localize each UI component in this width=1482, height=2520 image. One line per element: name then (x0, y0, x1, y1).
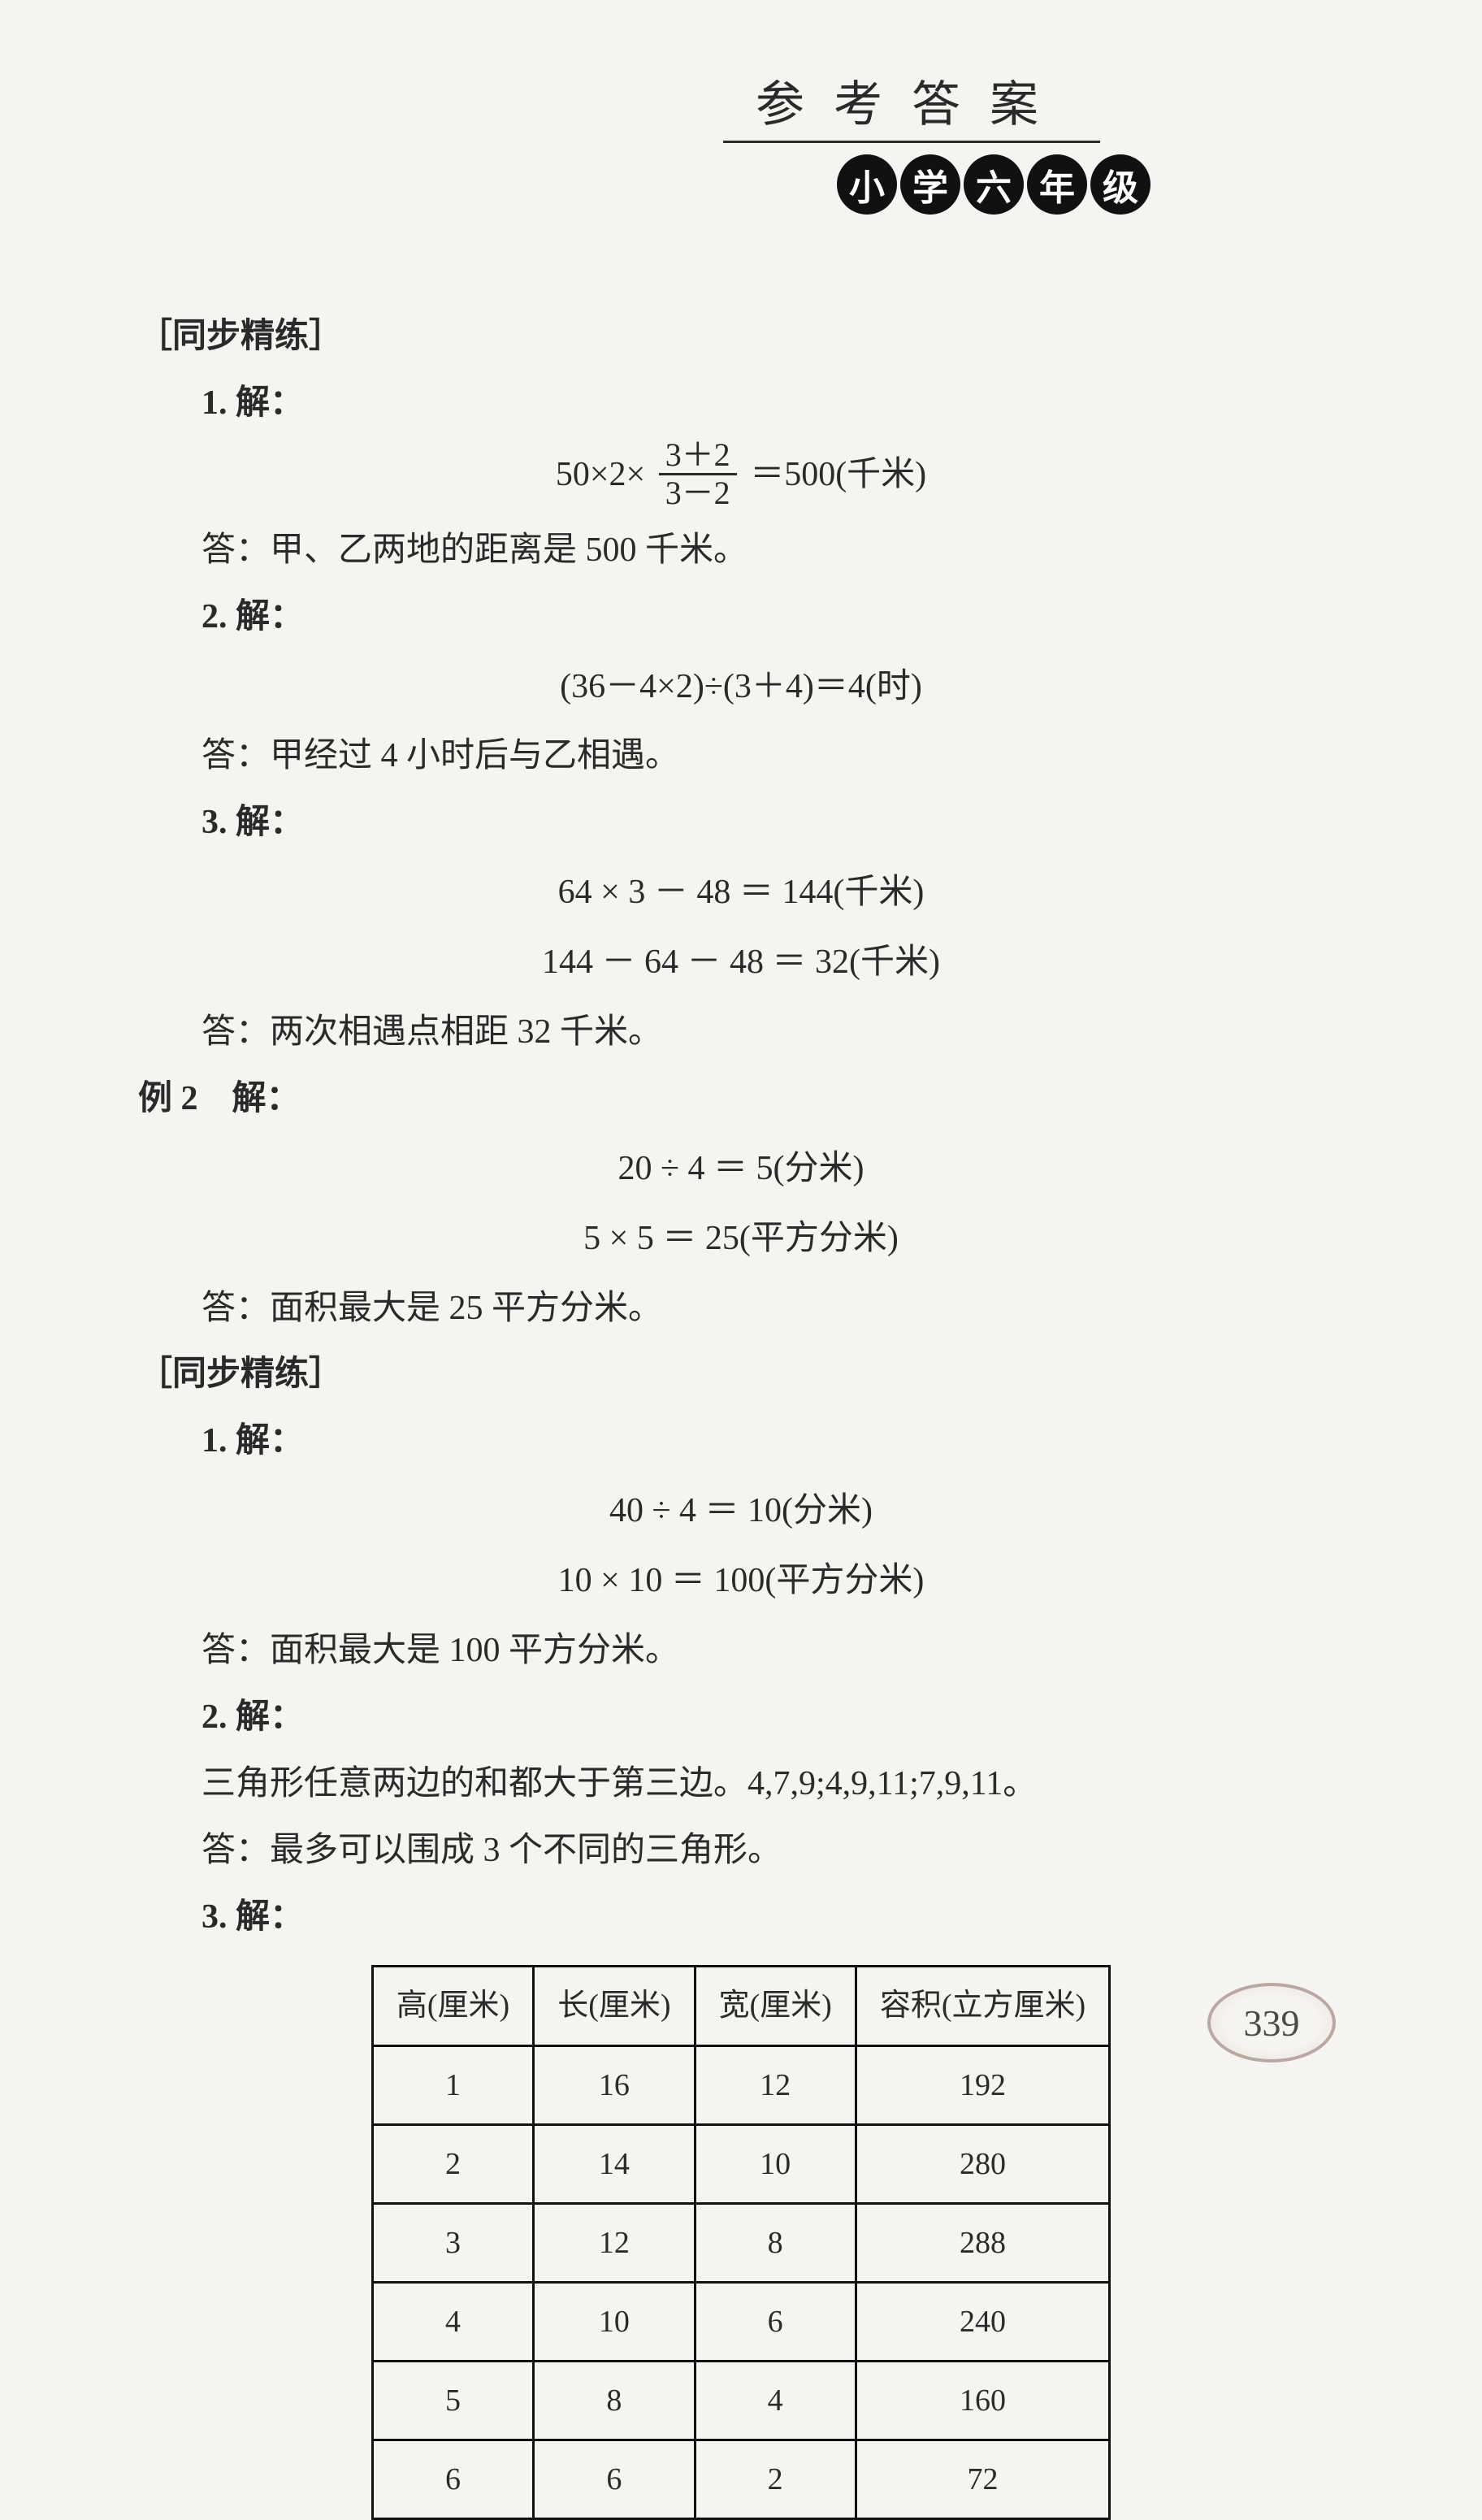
q3-equation-1: 64 × 3 － 48 ＝ 144(千米) (138, 860, 1344, 926)
volume-table: 高(厘米) 长(厘米) 宽(厘米) 容积(立方厘米) 1 16 12 192 2… (371, 1965, 1111, 2520)
page-number: 339 (1207, 1983, 1336, 2062)
s2q1-label: 1. 解： (202, 1408, 1344, 1475)
cell: 10 (695, 2124, 856, 2203)
q1-eq-post: ＝500(千米) (750, 456, 926, 493)
cell: 6 (534, 2440, 695, 2519)
grade-char: 小 (837, 154, 897, 215)
ex2-equation-1: 20 ÷ 4 ＝ 5(分米) (138, 1136, 1344, 1203)
cell: 4 (695, 2361, 856, 2440)
ex2-answer: 答：面积最大是 25 平方分米。 (202, 1276, 1344, 1342)
cell: 192 (856, 2045, 1109, 2124)
q3-label: 3. 解： (202, 790, 1344, 857)
table-row: 6 6 2 72 (372, 2440, 1109, 2519)
grade-char: 年 (1027, 154, 1087, 215)
cell: 5 (372, 2361, 533, 2440)
fraction: 3＋2 3－2 (659, 437, 737, 511)
q2-label: 2. 解： (202, 584, 1344, 651)
cell: 8 (534, 2361, 695, 2440)
table-row: 4 10 6 240 (372, 2282, 1109, 2361)
s2q3-label: 3. 解： (202, 1885, 1344, 1951)
answers-heading: 参考答案 (723, 65, 1100, 143)
cell: 280 (856, 2124, 1109, 2203)
table-row: 2 14 10 280 (372, 2124, 1109, 2203)
s2q1-answer: 答：面积最大是 100 平方分米。 (202, 1618, 1344, 1685)
q1-label: 1. 解： (202, 371, 1344, 437)
col-length: 长(厘米) (534, 1967, 695, 2045)
cell: 8 (695, 2203, 856, 2282)
q1-eq-pre: 50×2× (556, 456, 645, 493)
q3-answer: 答：两次相遇点相距 32 千米。 (202, 1000, 1344, 1066)
cell: 12 (695, 2045, 856, 2124)
s2q2-label: 2. 解： (202, 1685, 1344, 1751)
cell: 14 (534, 2124, 695, 2203)
table-body: 1 16 12 192 2 14 10 280 3 12 8 288 (372, 2045, 1109, 2519)
cell: 2 (695, 2440, 856, 2519)
cell: 288 (856, 2203, 1109, 2282)
grade-char: 六 (964, 154, 1024, 215)
q2-equation: (36－4×2)÷(3＋4)＝4(时) (138, 654, 1344, 721)
col-height: 高(厘米) (372, 1967, 533, 2045)
cell: 6 (695, 2282, 856, 2361)
q1-answer: 答：甲、乙两地的距离是 500 千米。 (202, 518, 1344, 584)
s2q1-equation-2: 10 × 10 ＝ 100(平方分米) (138, 1548, 1344, 1615)
fraction-den: 3－2 (659, 475, 737, 511)
cell: 240 (856, 2282, 1109, 2361)
cell: 2 (372, 2124, 533, 2203)
section-sync-practice-2: ［同步精练］ (138, 1342, 1344, 1408)
cell: 4 (372, 2282, 533, 2361)
grade-char: 级 (1090, 154, 1150, 215)
col-volume: 容积(立方厘米) (856, 1967, 1109, 2045)
ex2-equation-2: 5 × 5 ＝ 25(平方分米) (138, 1206, 1344, 1273)
col-width: 宽(厘米) (695, 1967, 856, 2045)
cell: 10 (534, 2282, 695, 2361)
table-header-row: 高(厘米) 长(厘米) 宽(厘米) 容积(立方厘米) (372, 1967, 1109, 2045)
cell: 160 (856, 2361, 1109, 2440)
table-row: 1 16 12 192 (372, 2045, 1109, 2124)
s2q1-equation-1: 40 ÷ 4 ＝ 10(分米) (138, 1478, 1344, 1545)
fraction-num: 3＋2 (659, 437, 737, 475)
cell: 1 (372, 2045, 533, 2124)
example-2-label: 例 2 解： (138, 1066, 1344, 1133)
s2q2-answer: 答：最多可以围成 3 个不同的三角形。 (202, 1818, 1344, 1885)
table-row: 5 8 4 160 (372, 2361, 1109, 2440)
s2q2-line1: 三角形任意两边的和都大于第三边。4,7,9;4,9,11;7,9,11。 (202, 1751, 1344, 1818)
table-row: 3 12 8 288 (372, 2203, 1109, 2282)
cell: 6 (372, 2440, 533, 2519)
section-sync-practice: ［同步精练］ (138, 304, 1344, 371)
grade-badge: 小 学 六 年 级 (837, 154, 1344, 215)
page: 参考答案 小 学 六 年 级 ［同步精练］ 1. 解： 50×2× 3＋2 3－… (0, 0, 1482, 2184)
cell: 3 (372, 2203, 533, 2282)
cell: 12 (534, 2203, 695, 2282)
header: 参考答案 小 学 六 年 级 (723, 65, 1344, 215)
content: ［同步精练］ 1. 解： 50×2× 3＋2 3－2 ＝500(千米) 答：甲、… (138, 304, 1344, 2520)
q3-equation-2: 144 － 64 － 48 ＝ 32(千米) (138, 930, 1344, 996)
q1-equation: 50×2× 3＋2 3－2 ＝500(千米) (138, 440, 1344, 514)
cell: 16 (534, 2045, 695, 2124)
q2-answer: 答：甲经过 4 小时后与乙相遇。 (202, 723, 1344, 790)
grade-char: 学 (900, 154, 960, 215)
cell: 72 (856, 2440, 1109, 2519)
